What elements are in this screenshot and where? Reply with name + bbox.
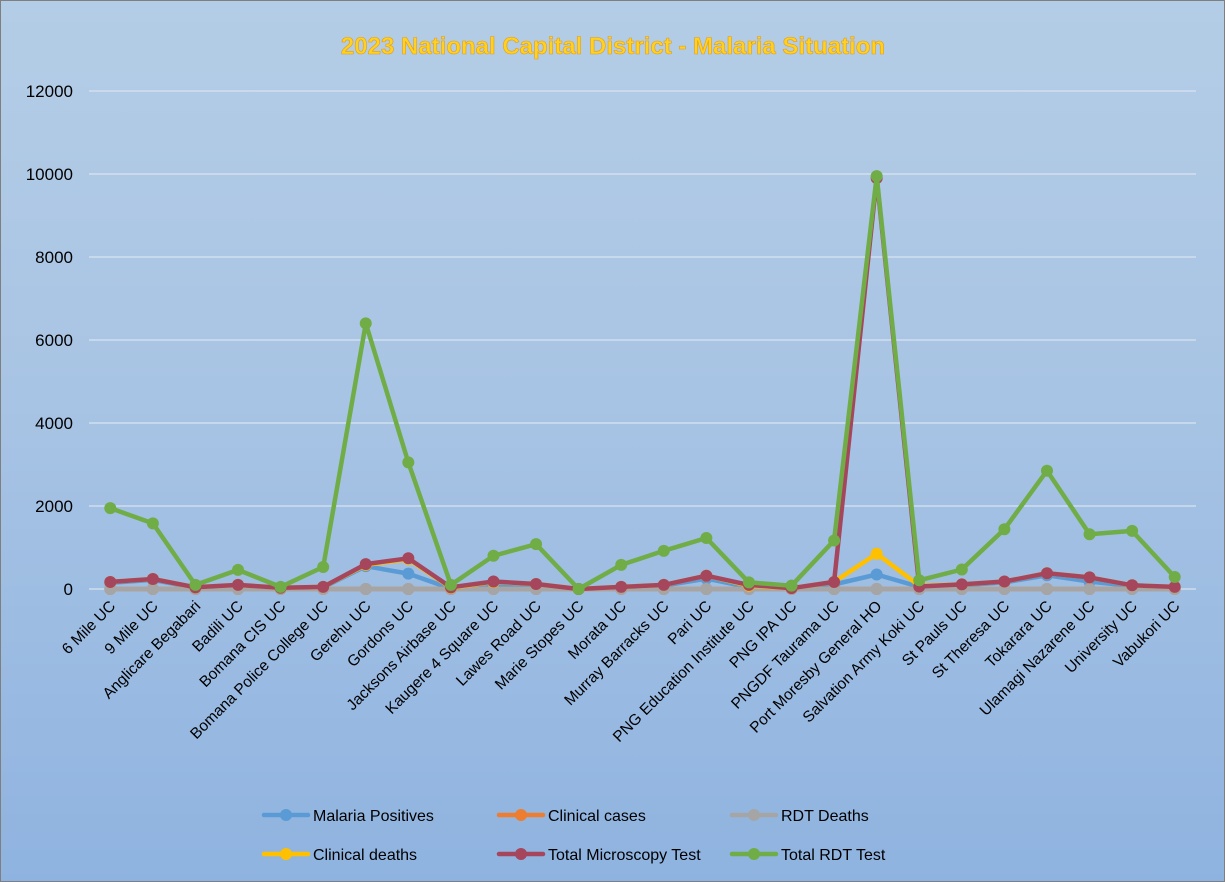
data-point bbox=[104, 575, 117, 588]
series-lines bbox=[104, 170, 1181, 595]
series-line bbox=[108, 173, 1177, 592]
legend-item: Malaria Positives bbox=[261, 808, 434, 825]
data-point bbox=[402, 567, 415, 580]
data-point bbox=[274, 580, 287, 593]
y-tick-label: 10000 bbox=[26, 165, 73, 184]
data-point bbox=[402, 583, 415, 595]
y-tick-label: 6000 bbox=[35, 331, 73, 350]
data-point bbox=[955, 578, 968, 591]
data-point bbox=[1083, 571, 1096, 584]
legend-item: Total Microscopy Test bbox=[496, 847, 701, 864]
series-total-microscopy-test bbox=[104, 172, 1181, 595]
data-point bbox=[1126, 524, 1139, 537]
data-point bbox=[444, 578, 457, 591]
data-point bbox=[615, 558, 628, 571]
data-point bbox=[700, 531, 713, 544]
data-point bbox=[1083, 528, 1096, 541]
y-tick-label: 8000 bbox=[35, 248, 73, 267]
series-line bbox=[108, 175, 1177, 592]
legend-swatch-marker bbox=[515, 848, 527, 860]
series-total-rdt-test bbox=[104, 170, 1181, 595]
data-point bbox=[402, 552, 415, 565]
y-tick-label: 2000 bbox=[35, 497, 73, 516]
data-point bbox=[700, 569, 713, 582]
legend-item: RDT Deaths bbox=[729, 808, 869, 825]
data-point bbox=[870, 170, 883, 183]
legend-swatch-marker bbox=[748, 848, 760, 860]
data-point bbox=[359, 558, 372, 571]
data-point bbox=[1168, 570, 1181, 583]
legend-label: Total RDT Test bbox=[781, 847, 886, 864]
legend-swatch-marker bbox=[280, 848, 292, 860]
data-point bbox=[359, 583, 372, 595]
data-point bbox=[189, 578, 202, 591]
y-axis-ticks: 0 2000 4000 6000 8000 10000 12000 bbox=[26, 82, 73, 599]
data-point bbox=[146, 583, 159, 595]
data-point bbox=[1040, 464, 1053, 477]
data-point bbox=[402, 456, 415, 469]
data-point bbox=[530, 578, 543, 591]
data-point bbox=[1168, 580, 1181, 593]
legend-label: Malaria Positives bbox=[313, 808, 434, 825]
data-point bbox=[1040, 567, 1053, 580]
legend-label: RDT Deaths bbox=[781, 808, 869, 825]
data-point bbox=[785, 579, 798, 592]
gridlines bbox=[89, 90, 1196, 590]
data-point bbox=[1040, 583, 1053, 595]
legend-item: Clinical cases bbox=[496, 808, 646, 825]
data-point bbox=[317, 561, 330, 574]
data-point bbox=[146, 517, 159, 530]
data-point bbox=[146, 573, 159, 586]
legend-swatch-marker bbox=[280, 809, 292, 821]
data-point bbox=[232, 578, 245, 591]
data-point bbox=[1126, 579, 1139, 592]
data-point bbox=[828, 534, 841, 547]
legend-swatch-marker bbox=[748, 809, 760, 821]
data-point bbox=[232, 563, 245, 576]
data-point bbox=[317, 580, 330, 593]
data-point bbox=[998, 523, 1011, 536]
y-tick-label: 12000 bbox=[26, 82, 73, 101]
data-point bbox=[870, 547, 883, 560]
data-point bbox=[487, 575, 500, 588]
legend-label: Clinical cases bbox=[548, 808, 646, 825]
y-tick-label: 4000 bbox=[35, 414, 73, 433]
data-point bbox=[530, 538, 543, 551]
legend-label: Total Microscopy Test bbox=[548, 847, 701, 864]
chart-title: 2023 National Capital District - Malaria… bbox=[341, 33, 885, 60]
data-point bbox=[742, 576, 755, 589]
data-point bbox=[998, 575, 1011, 588]
data-point bbox=[487, 549, 500, 562]
data-point bbox=[913, 574, 926, 587]
legend: Malaria Positives Clinical cases RDT Death… bbox=[261, 808, 886, 864]
y-tick-label: 0 bbox=[64, 580, 73, 599]
data-point bbox=[955, 563, 968, 576]
data-point bbox=[104, 502, 117, 515]
data-point bbox=[870, 583, 883, 595]
legend-swatch-marker bbox=[515, 809, 527, 821]
data-point bbox=[572, 583, 585, 595]
legend-label: Clinical deaths bbox=[313, 847, 417, 864]
data-point bbox=[657, 578, 670, 591]
data-point bbox=[615, 580, 628, 593]
data-point bbox=[1083, 583, 1096, 595]
legend-item: Total RDT Test bbox=[729, 847, 886, 864]
data-point bbox=[359, 317, 372, 330]
data-point bbox=[700, 583, 713, 595]
data-point bbox=[870, 568, 883, 581]
data-point bbox=[828, 575, 841, 588]
data-point bbox=[657, 544, 670, 557]
legend-item: Clinical deaths bbox=[261, 847, 417, 864]
